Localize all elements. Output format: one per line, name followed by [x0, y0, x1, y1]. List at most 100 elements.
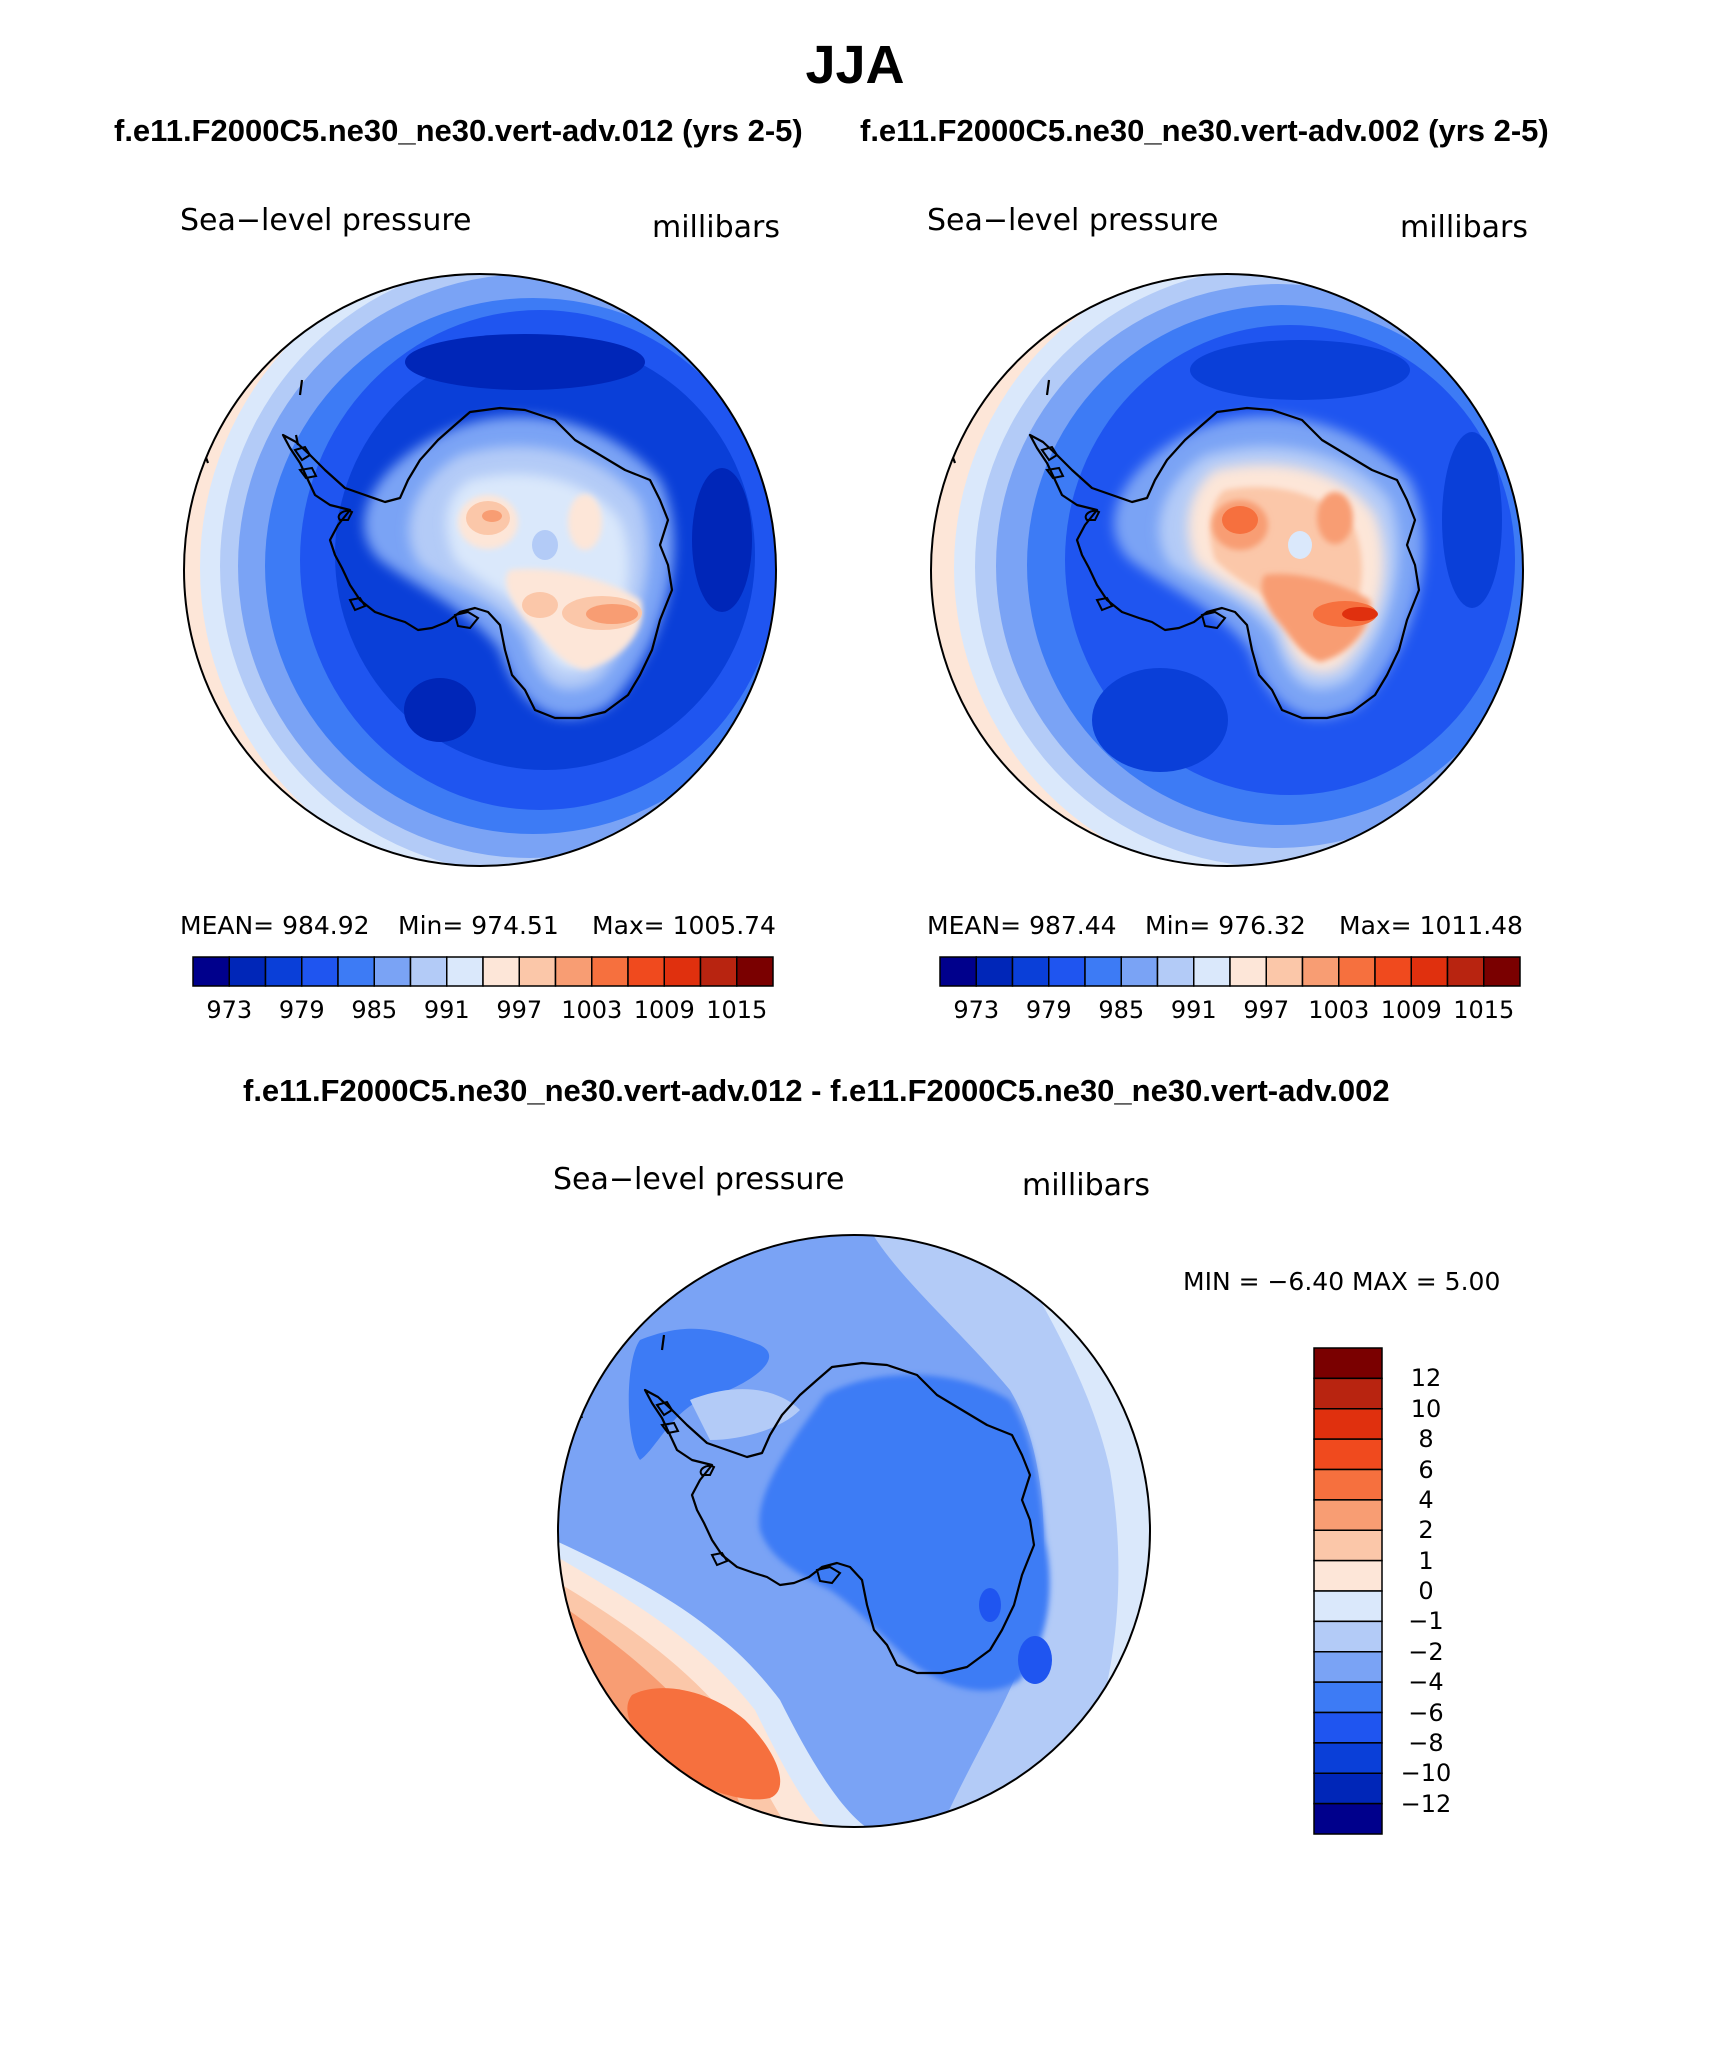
panel1-map-frame	[183, 273, 777, 867]
panel1-cont-1000-c	[522, 592, 558, 618]
panel2-colorbar-tick-label: 979	[1025, 996, 1072, 1024]
panel2-map	[930, 273, 1524, 867]
panel2-mean: MEAN= 987.44	[927, 911, 1117, 940]
panel1-colorbar-box-6	[409, 956, 448, 987]
diff-colorbar	[1313, 1347, 1383, 1835]
panel2-colorbar-box-3	[1048, 956, 1086, 987]
panel1-colorbar-box-10	[554, 956, 593, 987]
panel2-map-frame	[930, 273, 1524, 867]
diff-colorbar-tick-label: −12	[1400, 1789, 1452, 1818]
panel1-map	[183, 273, 777, 867]
panel2-colorbar-box-5	[1120, 956, 1159, 987]
panel1-low-east	[692, 468, 752, 612]
panel2-colorbar-tick-label: 1003	[1308, 996, 1370, 1024]
panel2-colorbar-box-2	[1011, 956, 1050, 987]
panel2-colorbar-box-0	[939, 956, 977, 987]
panel1-islands	[293, 445, 480, 630]
panel1-colorbar-tick-label: 1003	[561, 996, 623, 1024]
panel1-colorbar-box-11	[591, 956, 629, 987]
diff-neg2-pocket	[690, 1389, 800, 1440]
panel1-low-south	[404, 678, 476, 742]
diff-neg4-continent	[759, 1374, 1050, 1691]
diff-band-neg2-east	[870, 1235, 1150, 1827]
diff-colorbar-box-5	[1313, 1499, 1383, 1532]
panel2-colorbar-box-7	[1193, 956, 1231, 987]
panel1-colorbar-box-8	[482, 956, 520, 987]
panel1-colorbar-box-13	[663, 956, 702, 987]
panel1-min: Min= 974.51	[398, 911, 559, 940]
diff-colorbar-tick-label: 6	[1418, 1455, 1434, 1484]
panel2-colorbar-box-4	[1084, 956, 1122, 987]
panel2-colorbar-box-12	[1374, 956, 1412, 987]
diff-colorbar-tick-label: −2	[1408, 1637, 1444, 1666]
panel1-cont-1003-b	[586, 604, 638, 624]
diff-colorbar-tick-label: 10	[1410, 1394, 1442, 1423]
diff-colorbar-box-9	[1313, 1620, 1383, 1653]
panel1-colorbar-tick-label: 1009	[633, 996, 695, 1024]
diff-colorbar-tick-label: 12	[1410, 1364, 1442, 1393]
diff-colorbar-tick-label: 4	[1418, 1485, 1434, 1514]
panel2-dip	[1288, 531, 1312, 559]
diff-colorbar-box-1	[1313, 1377, 1383, 1410]
diff-colorbar-box-2	[1313, 1408, 1383, 1440]
panel2-low-north	[1190, 340, 1410, 400]
panel2-units-label: millibars	[1400, 210, 1528, 245]
panel1-mean: MEAN= 984.92	[180, 911, 370, 940]
diff-colorbar-tick-label: −4	[1408, 1668, 1444, 1697]
panel2-cont-1003-c	[1317, 492, 1353, 544]
panel2-colorbar-box-11	[1338, 956, 1376, 987]
panel2-colorbar-tick-label: 1009	[1380, 996, 1442, 1024]
panel1-cont-1003	[482, 510, 502, 522]
panel1-colorbar-box-0	[192, 956, 230, 987]
panel1-max: Max= 1005.74	[592, 911, 776, 940]
diff-title: f.e11.F2000C5.ne30_ne30.vert-adv.012 - f…	[243, 1073, 1390, 1108]
panel1-low-north	[405, 334, 645, 390]
diff-colorbar-tick-label: −8	[1408, 1728, 1444, 1757]
diff-colorbar-box-4	[1313, 1468, 1383, 1501]
panel1-colorbar-box-12	[627, 956, 665, 987]
diff-colorbar-tick-label: −1	[1408, 1607, 1444, 1636]
panel2-colorbar-box-13	[1410, 956, 1449, 987]
diff-units-label: millibars	[1022, 1168, 1150, 1203]
panel1-colorbar-box-3	[301, 956, 339, 987]
panel1-colorbar-tick-label: 979	[278, 996, 325, 1024]
panel1-variable-label: Sea−level pressure	[180, 203, 472, 238]
diff-colorbar-tick-label: −10	[1400, 1759, 1452, 1788]
panel1-colorbar-box-4	[337, 956, 375, 987]
diff-colorbar-tick-label: 2	[1418, 1516, 1434, 1545]
panel2-variable-label: Sea−level pressure	[927, 203, 1219, 238]
diff-variable-label: Sea−level pressure	[553, 1162, 845, 1197]
panel2-colorbar-tick-label: 973	[953, 996, 1000, 1024]
panel1-colorbar-tick-label: 991	[423, 996, 470, 1024]
panel2-colorbar-tick-label: 1015	[1453, 996, 1515, 1024]
panel2-colorbar-tick-label: 991	[1170, 996, 1217, 1024]
diff-colorbar-box-13	[1313, 1742, 1383, 1775]
diff-colorbar-tick-label: 0	[1418, 1577, 1434, 1605]
panel1-colorbar-tick-label: 985	[351, 996, 398, 1024]
diff-neg6-a	[1018, 1636, 1052, 1684]
diff-colorbar-box-10	[1313, 1651, 1383, 1683]
panel1-colorbar-box-7	[446, 956, 484, 987]
diff-colorbar-box-15	[1313, 1802, 1383, 1835]
diff-minmax: MIN = −6.40 MAX = 5.00	[1183, 1267, 1501, 1296]
panel2-coastline	[1028, 406, 1421, 720]
case-b-title: f.e11.F2000C5.ne30_ne30.vert-adv.002 (yr…	[860, 113, 1549, 148]
panel2-colorbar-box-6	[1156, 956, 1195, 987]
panel2-colorbar-box-1	[975, 956, 1014, 987]
diff-colorbar-box-7	[1313, 1559, 1383, 1592]
diff-neg6-b	[979, 1588, 1001, 1622]
diff-colorbar-box-6	[1313, 1529, 1383, 1562]
diff-colorbar-box-14	[1313, 1772, 1383, 1805]
panel1-coastline	[281, 406, 674, 720]
panel2-max: Max= 1011.48	[1339, 911, 1523, 940]
panel1-dip	[532, 530, 558, 560]
panel1-colorbar-box-2	[264, 956, 303, 987]
diff-colorbar-box-11	[1313, 1681, 1383, 1714]
panel2-colorbar-tick-label: 997	[1243, 996, 1290, 1024]
panel1-colorbar-box-9	[518, 956, 557, 987]
diff-colorbar-box-0	[1313, 1347, 1383, 1380]
figure-title: JJA	[805, 35, 905, 95]
panel2-cont-1009	[1342, 607, 1378, 621]
panel2-islands	[1040, 445, 1227, 630]
